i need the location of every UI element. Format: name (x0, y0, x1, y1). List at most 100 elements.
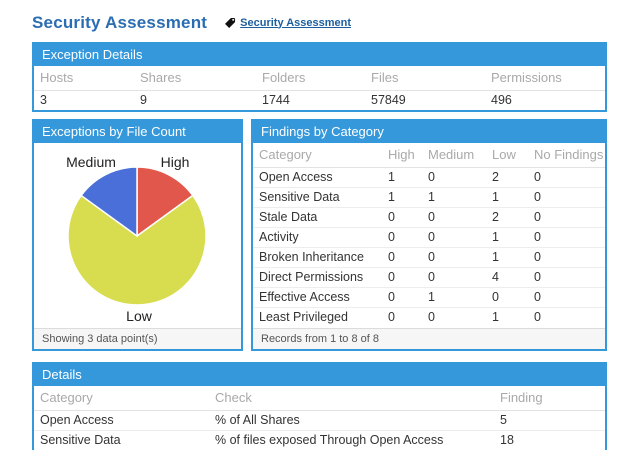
exception-details-title: Exception Details (34, 44, 605, 66)
table-header-row: Hosts Shares Folders Files Permissions (34, 66, 605, 91)
table-cell: 5 (494, 410, 605, 431)
exception-details-table: Hosts Shares Folders Files Permissions 3 9 174… (34, 66, 605, 110)
middle-row: Exceptions by File Count Medium High Low… (32, 119, 607, 351)
column-header: Check (209, 386, 494, 411)
table-cell: 0 (382, 267, 422, 288)
table-cell: 0 (528, 167, 605, 188)
table-cell: 0 (422, 267, 486, 288)
table-cell: % of files exposed Through Open Access (215, 433, 444, 447)
table-cell: Direct Permissions (253, 267, 382, 288)
table-row: Sensitive Data % of files exposed Through… (34, 431, 605, 450)
pie-panel-footer: Showing 3 data point(s) (34, 328, 241, 349)
details-title: Details (34, 364, 605, 386)
table-cell: 0 (382, 247, 422, 268)
table-cell: 0 (422, 247, 486, 268)
pie-chart-area: Medium High Low (34, 143, 241, 328)
table-cell: Least Privileged (259, 310, 348, 324)
tag-icon (224, 17, 236, 29)
table-cell: 1 (422, 187, 486, 208)
table-cell: Sensitive Data (253, 187, 382, 208)
page-header: Security Assessment Security Assessment (32, 9, 607, 36)
table-cell: 0 (534, 310, 541, 324)
column-header: Files (365, 66, 485, 91)
exceptions-by-file-count-panel: Exceptions by File Count Medium High Low… (32, 119, 243, 351)
pie-slice-medium[interactable] (80, 166, 138, 238)
table-cell: 1 (486, 247, 528, 268)
breadcrumb-label: Security Assessment (240, 16, 352, 29)
table-cell: 18 (500, 433, 514, 447)
column-header: Permissions (485, 66, 605, 91)
page-title: Security Assessment (32, 12, 208, 32)
pie-label-high: High (160, 154, 190, 170)
table-cell: Open Access (253, 167, 382, 188)
table-cell: 0 (528, 187, 605, 208)
table-row: Least Privileged 0 0 1 0 (253, 308, 605, 328)
column-header: Finding (494, 386, 605, 411)
pie-chart (67, 166, 207, 306)
table-cell: 0 (382, 227, 422, 248)
table-cell: 4 (486, 267, 528, 288)
table-row: Direct Permissions 0 0 4 0 (253, 267, 605, 288)
table-cell: 496 (491, 93, 512, 107)
table-cell: 9 (140, 93, 147, 107)
table-header-row: Category High Medium Low No Findings (253, 143, 605, 168)
table-row: Open Access% of All Shares 5 (34, 410, 605, 431)
table-cell: 0 (422, 167, 486, 188)
table-cell: 0 (382, 287, 422, 308)
pie-label-medium: Medium (66, 154, 116, 170)
table-cell: 57849 (371, 93, 406, 107)
breadcrumb-link[interactable]: Security Assessment (224, 17, 351, 29)
table-row: Broken Inheritance 0 0 1 0 (253, 247, 605, 268)
table-cell: 0 (528, 207, 605, 228)
column-header: Category (34, 386, 209, 411)
findings-title: Findings by Category (253, 121, 605, 143)
column-header: Medium (422, 143, 486, 168)
table-cell: 0 (382, 207, 422, 228)
table-cell: 0 (528, 287, 605, 308)
findings-table: Category High Medium Low No Findings Open Ac… (253, 143, 605, 327)
table-cell: 2 (486, 207, 528, 228)
table-cell: 1 (486, 227, 528, 248)
column-header: No Findings (528, 143, 605, 168)
pie-slice-high[interactable] (136, 166, 194, 238)
table-cell: 1 (422, 287, 486, 308)
table-cell: Stale Data (253, 207, 382, 228)
table-cell: Effective Access (253, 287, 382, 308)
table-cell: 1 (486, 187, 528, 208)
column-header: Hosts (34, 66, 134, 91)
column-header: Category (253, 143, 382, 168)
table-row: Sensitive Data 1 1 1 0 (253, 187, 605, 208)
details-panel: Details Category Check Finding Open Access… (32, 362, 607, 450)
pie-slice-low[interactable] (67, 194, 207, 306)
column-header: Low (486, 143, 528, 168)
column-header: Folders (256, 66, 365, 91)
table-cell: 0 (528, 227, 605, 248)
table-row: Activity 0 0 1 0 (253, 227, 605, 248)
table-cell: 0 (528, 267, 605, 288)
table-cell: 1744 (262, 93, 290, 107)
pie-label-low: Low (126, 308, 152, 324)
pie-panel-title: Exceptions by File Count (34, 121, 241, 143)
table-header-row: Category Check Finding (34, 386, 605, 411)
table-cell: % of All Shares (209, 410, 494, 431)
column-header: High (382, 143, 422, 168)
exception-details-panel: Exception Details Hosts Shares Folders File… (32, 42, 607, 112)
table-row: Stale Data 0 0 2 0 (253, 207, 605, 228)
table-cell: 0 (388, 310, 395, 324)
findings-footer: Records from 1 to 8 of 8 (253, 328, 605, 349)
table-cell: 0 (528, 247, 605, 268)
findings-by-category-panel: Findings by Category Category High Medium L… (251, 119, 607, 351)
table-cell: Open Access (34, 410, 209, 431)
details-table: Category Check Finding Open Access% of All… (34, 386, 605, 450)
table-cell: Sensitive Data (40, 433, 121, 447)
table-cell: 0 (422, 207, 486, 228)
table-row: Effective Access 0 1 0 0 (253, 287, 605, 308)
table-cell: 0 (486, 287, 528, 308)
table-row: Open Access 1 0 2 0 (253, 167, 605, 188)
table-cell: 0 (428, 310, 435, 324)
table-cell: 3 (40, 93, 47, 107)
column-header: Shares (134, 66, 256, 91)
table-cell: 1 (382, 167, 422, 188)
table-cell: Activity (253, 227, 382, 248)
